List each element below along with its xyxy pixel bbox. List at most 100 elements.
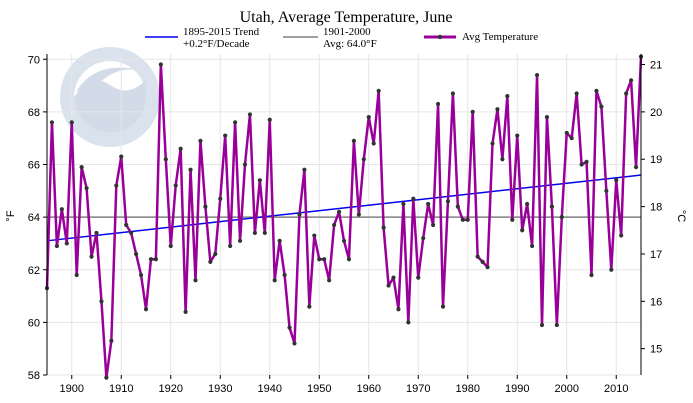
data-point (119, 154, 124, 159)
data-point (411, 196, 416, 201)
data-point (599, 104, 604, 109)
x-tick-label: 2000 (555, 383, 579, 395)
y2-tick-label: 19 (650, 154, 662, 166)
data-point (480, 259, 485, 264)
y-tick-label: 64 (28, 212, 40, 224)
y-tick-label: 68 (28, 107, 40, 119)
data-point (515, 133, 520, 138)
x-tick-label: 2010 (604, 383, 628, 395)
data-point (173, 183, 178, 188)
data-point (629, 78, 634, 83)
data-point (237, 238, 243, 243)
data-point (233, 120, 238, 125)
data-point (455, 204, 460, 209)
data-point (619, 233, 624, 238)
legend-base-line2: Avg: 64.0°F (323, 38, 377, 50)
data-point (440, 304, 446, 309)
data-point (401, 201, 406, 207)
data-point (148, 257, 154, 262)
data-point (381, 225, 386, 230)
data-point (134, 251, 139, 257)
data-point (223, 133, 228, 138)
data-point (391, 275, 396, 280)
data-point (262, 230, 267, 236)
data-point (569, 136, 574, 141)
data-point (534, 72, 540, 78)
data-point (129, 230, 134, 236)
y2-tick-label: 21 (650, 60, 662, 72)
y2-tick-label: 15 (650, 344, 662, 356)
data-point (158, 62, 163, 67)
data-point (539, 322, 545, 328)
data-point (247, 112, 253, 117)
data-point (292, 341, 297, 346)
data-point (322, 257, 327, 262)
data-point (406, 320, 411, 325)
data-point (188, 167, 193, 172)
legend-trend-line2: +0.2°F/Decade (183, 38, 250, 50)
data-point (361, 157, 366, 162)
data-point (109, 338, 114, 343)
data-point (465, 217, 470, 222)
legend-base-line1: 1901-2000 (323, 26, 371, 38)
data-point (579, 162, 584, 167)
data-point (371, 141, 376, 146)
data-point (426, 201, 431, 207)
grid (47, 54, 641, 376)
data-point (89, 254, 94, 259)
data-point (633, 165, 639, 170)
y-tick-label: 60 (28, 317, 40, 329)
data-point (594, 88, 599, 93)
data-point (327, 278, 332, 283)
x-tick-label: 1910 (109, 383, 133, 395)
data-point (544, 115, 550, 120)
x-tick-label: 1950 (307, 383, 331, 395)
data-point (386, 283, 391, 288)
data-point (554, 322, 559, 328)
data-point (495, 107, 500, 112)
data-point (346, 257, 352, 262)
x-tick-label: 1960 (357, 383, 381, 395)
y2-tick-label: 18 (650, 202, 662, 214)
legend: 1895-2015 Trend +0.2°F/Decade 1901-2000 … (145, 26, 538, 50)
legend-trend-line1: 1895-2015 Trend (183, 26, 260, 38)
data-point (341, 238, 347, 243)
data-point (59, 207, 64, 212)
data-point (485, 265, 490, 270)
data-point (312, 233, 317, 238)
x-tick-label: 1940 (258, 383, 282, 395)
y2-tick-label: 16 (650, 296, 662, 308)
data-point (624, 91, 629, 96)
data-point (193, 278, 198, 283)
y2-tick-label: 17 (650, 249, 662, 261)
data-point (421, 236, 426, 241)
data-point (356, 212, 361, 217)
data-point (277, 238, 282, 243)
data-point (213, 251, 218, 257)
data-point (267, 117, 272, 122)
data-point (604, 188, 609, 193)
logo-wave (74, 80, 146, 133)
data-point (163, 157, 168, 162)
data-point (564, 130, 569, 136)
legend-avg-marker (437, 34, 443, 40)
data-point (317, 257, 322, 262)
data-point (183, 309, 188, 314)
logo-bird (76, 67, 140, 92)
data-point (336, 209, 342, 214)
data-point (460, 217, 465, 222)
data-point (450, 91, 455, 96)
data-point (475, 254, 480, 259)
data-point (104, 375, 109, 380)
data-point (257, 178, 262, 183)
data-point (470, 109, 475, 114)
legend-avg-label: Avg Temperature (462, 31, 538, 43)
data-point (589, 272, 594, 278)
data-point (396, 307, 401, 312)
x-tick-label: 1990 (505, 383, 529, 395)
data-point (302, 167, 307, 172)
chart-title: Utah, Average Temperature, June (240, 9, 453, 26)
x-tick-label: 1900 (60, 383, 84, 395)
y2-axis-label: °C (675, 210, 687, 222)
